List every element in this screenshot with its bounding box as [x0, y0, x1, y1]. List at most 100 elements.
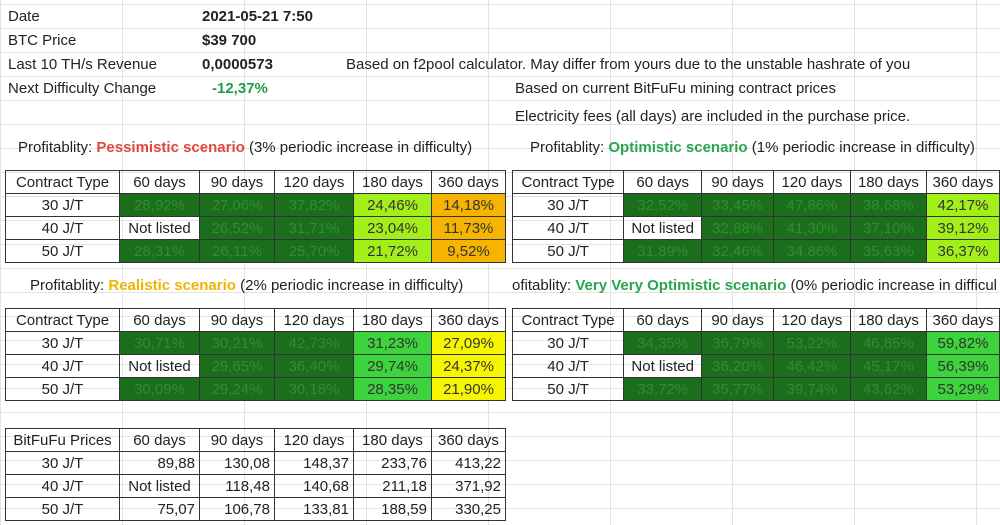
value-cell[interactable]: 36,40%: [274, 354, 354, 378]
contract-type-cell[interactable]: 50 J/T: [511, 377, 625, 401]
value-cell[interactable]: 23,04%: [353, 216, 432, 240]
value-cell[interactable]: 30,71%: [119, 331, 200, 355]
header-cell[interactable]: 90 days: [199, 428, 275, 452]
difficulty-label[interactable]: Next Difficulty Change: [8, 80, 157, 97]
value-cell[interactable]: 32,46%: [701, 239, 775, 263]
header-cell[interactable]: Contract Type: [5, 308, 120, 332]
header-cell[interactable]: Contract Type: [511, 170, 625, 194]
value-cell[interactable]: 28,35%: [353, 377, 432, 401]
header-cell[interactable]: 360 days: [925, 308, 1000, 332]
value-cell[interactable]: 56,39%: [925, 354, 1000, 378]
value-cell[interactable]: 39,12%: [925, 216, 1000, 240]
value-cell[interactable]: 330,25: [431, 497, 506, 521]
header-cell[interactable]: 90 days: [701, 170, 775, 194]
value-cell[interactable]: 130,08: [199, 451, 275, 475]
value-cell[interactable]: 413,22: [431, 451, 506, 475]
header-cell[interactable]: 90 days: [701, 308, 775, 332]
contract-type-cell[interactable]: 40 J/T: [5, 354, 120, 378]
value-cell[interactable]: 35,77%: [701, 377, 775, 401]
header-cell[interactable]: 180 days: [353, 170, 432, 194]
value-cell[interactable]: 42,17%: [925, 193, 1000, 217]
btc-price-value[interactable]: $39 700: [202, 32, 257, 49]
value-cell[interactable]: 106,78: [199, 497, 275, 521]
value-cell[interactable]: 30,21%: [199, 331, 275, 355]
value-cell[interactable]: 140,68: [274, 474, 354, 498]
header-cell[interactable]: 60 days: [119, 170, 200, 194]
value-cell[interactable]: 11,73%: [431, 216, 506, 240]
value-cell[interactable]: 37,10%: [849, 216, 927, 240]
value-cell[interactable]: 75,07: [119, 497, 200, 521]
value-cell[interactable]: 39,74%: [773, 377, 851, 401]
value-cell[interactable]: 32,88%: [701, 216, 775, 240]
header-cell[interactable]: 180 days: [353, 428, 432, 452]
value-cell[interactable]: Not listed: [119, 216, 200, 240]
contract-type-cell[interactable]: 40 J/T: [511, 354, 625, 378]
value-cell[interactable]: Not listed: [623, 354, 703, 378]
value-cell[interactable]: 9,52%: [431, 239, 506, 263]
contract-type-cell[interactable]: 30 J/T: [511, 331, 625, 355]
value-cell[interactable]: 21,72%: [353, 239, 432, 263]
btc-price-label[interactable]: BTC Price: [8, 32, 77, 49]
value-cell[interactable]: 24,37%: [431, 354, 506, 378]
contract-type-cell[interactable]: 30 J/T: [5, 193, 120, 217]
header-cell[interactable]: 120 days: [274, 428, 354, 452]
header-cell[interactable]: 60 days: [119, 308, 200, 332]
contract-type-cell[interactable]: 30 J/T: [5, 331, 120, 355]
header-cell[interactable]: 180 days: [849, 308, 927, 332]
header-cell[interactable]: 120 days: [773, 170, 851, 194]
header-cell[interactable]: 120 days: [773, 308, 851, 332]
value-cell[interactable]: 371,92: [431, 474, 506, 498]
header-cell[interactable]: 60 days: [119, 428, 200, 452]
value-cell[interactable]: 46,85%: [849, 331, 927, 355]
contract-type-cell[interactable]: 30 J/T: [511, 193, 625, 217]
header-cell[interactable]: 90 days: [199, 308, 275, 332]
value-cell[interactable]: 27,06%: [199, 193, 275, 217]
contract-type-cell[interactable]: 40 J/T: [5, 216, 120, 240]
value-cell[interactable]: 37,82%: [274, 193, 354, 217]
value-cell[interactable]: Not listed: [119, 354, 200, 378]
contract-type-cell[interactable]: 50 J/T: [511, 239, 625, 263]
header-cell[interactable]: 360 days: [431, 308, 506, 332]
date-value[interactable]: 2021-05-21 7:50: [202, 8, 313, 25]
value-cell[interactable]: 26,52%: [199, 216, 275, 240]
header-cell[interactable]: 360 days: [925, 170, 1000, 194]
value-cell[interactable]: 36,79%: [701, 331, 775, 355]
value-cell[interactable]: 21,90%: [431, 377, 506, 401]
value-cell[interactable]: 133,81: [274, 497, 354, 521]
value-cell[interactable]: 41,30%: [773, 216, 851, 240]
value-cell[interactable]: 59,82%: [925, 331, 1000, 355]
header-cell[interactable]: 60 days: [623, 308, 703, 332]
header-cell[interactable]: 360 days: [431, 170, 506, 194]
note-electricity[interactable]: Electricity fees (all days) are included…: [515, 108, 911, 125]
value-cell[interactable]: 211,18: [353, 474, 432, 498]
value-cell[interactable]: 42,73%: [274, 331, 354, 355]
value-cell[interactable]: 118,48: [199, 474, 275, 498]
value-cell[interactable]: 24,46%: [353, 193, 432, 217]
value-cell[interactable]: 26,11%: [199, 239, 275, 263]
value-cell[interactable]: 30,09%: [119, 377, 200, 401]
value-cell[interactable]: 34,35%: [623, 331, 703, 355]
value-cell[interactable]: 46,42%: [773, 354, 851, 378]
revenue-value[interactable]: 0,0000573: [202, 56, 273, 73]
value-cell[interactable]: 31,71%: [274, 216, 354, 240]
header-cell[interactable]: 60 days: [623, 170, 703, 194]
contract-type-cell[interactable]: 50 J/T: [5, 239, 120, 263]
header-cell[interactable]: 180 days: [353, 308, 432, 332]
value-cell[interactable]: 33,72%: [623, 377, 703, 401]
value-cell[interactable]: 28,92%: [119, 193, 200, 217]
value-cell[interactable]: 31,89%: [623, 239, 703, 263]
value-cell[interactable]: 38,68%: [849, 193, 927, 217]
value-cell[interactable]: 43,62%: [849, 377, 927, 401]
header-cell[interactable]: BitFuFu Prices: [5, 428, 120, 452]
contract-type-cell[interactable]: 30 J/T: [5, 451, 120, 475]
value-cell[interactable]: 89,88: [119, 451, 200, 475]
contract-type-cell[interactable]: 40 J/T: [511, 216, 625, 240]
value-cell[interactable]: 33,45%: [701, 193, 775, 217]
note-bitfufu[interactable]: Based on current BitFuFu mining contract…: [515, 80, 836, 97]
header-cell[interactable]: 180 days: [849, 170, 927, 194]
value-cell[interactable]: 25,70%: [274, 239, 354, 263]
value-cell[interactable]: 32,52%: [623, 193, 703, 217]
value-cell[interactable]: 148,37: [274, 451, 354, 475]
value-cell[interactable]: Not listed: [623, 216, 703, 240]
value-cell[interactable]: 53,22%: [773, 331, 851, 355]
